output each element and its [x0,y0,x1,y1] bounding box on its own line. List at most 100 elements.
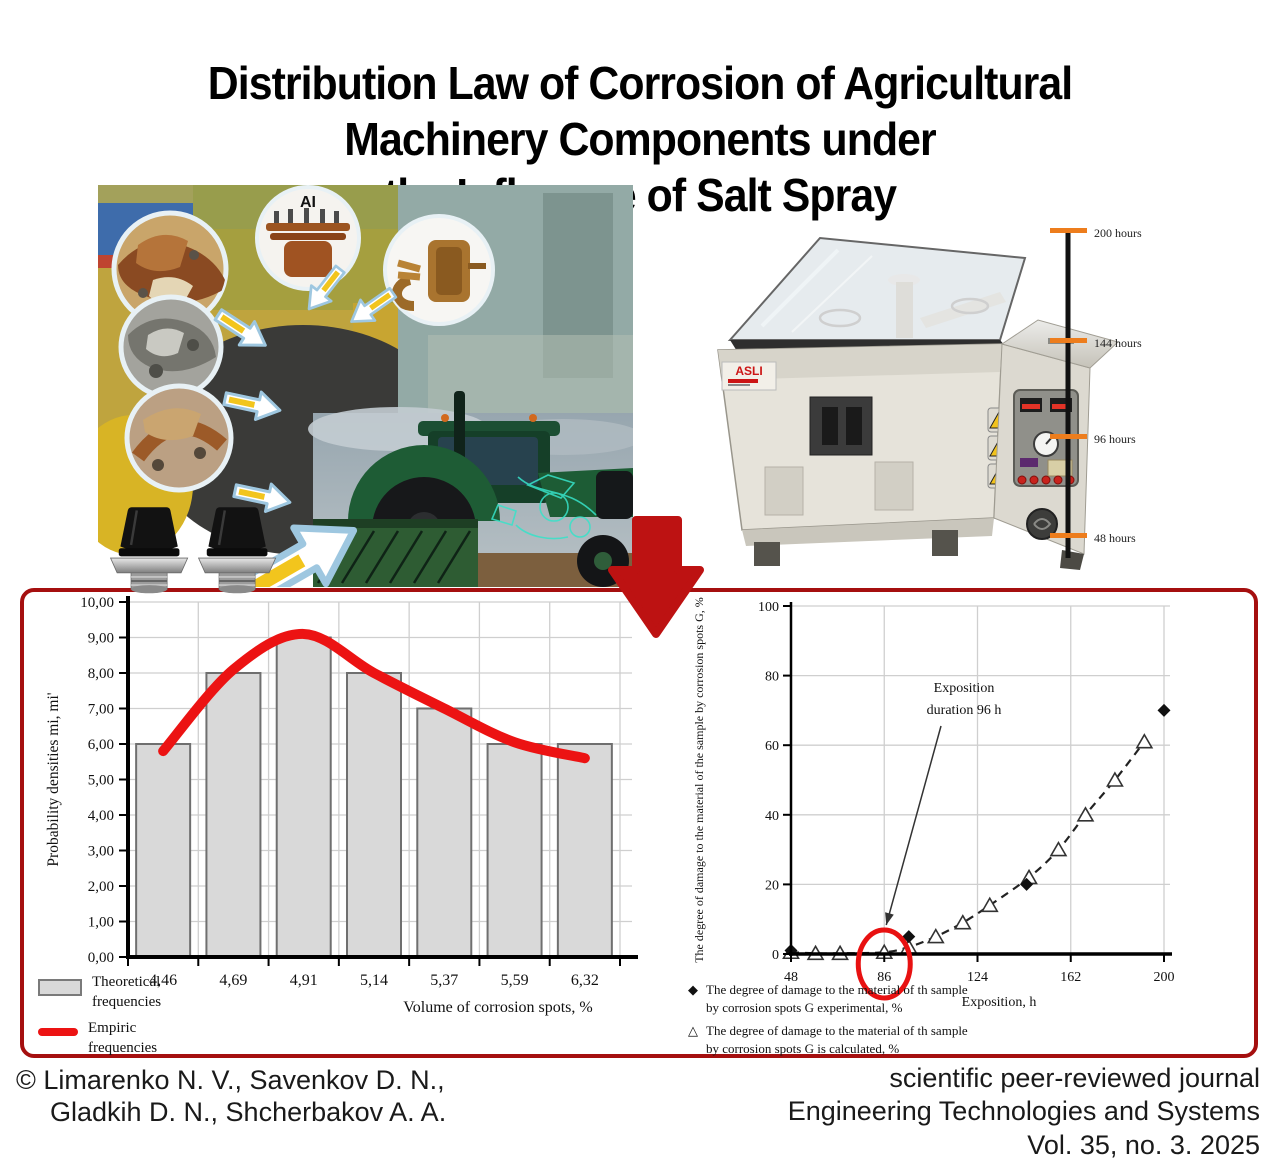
triangle-point [980,896,999,913]
legend-label: The degree of damage to the material of … [706,982,968,1015]
pointer-arrows [213,264,398,587]
authors-line-2: Gladkih D. N., Shcherbakov A. A. [50,1097,447,1128]
x-tick-label: 4,91 [290,972,318,989]
title-line-1: Distribution Law of Corrosion of Agricul… [207,56,1073,109]
machinery-collage: AI [98,185,633,587]
y-tick-label: 40 [765,809,779,824]
scatter-chart-legend: ◆ The degree of damage to the material o… [688,981,988,1063]
y-tick-label: 80 [765,670,779,685]
triangle-point [953,914,972,930]
y-tick-label: 10,00 [80,595,114,611]
corroded-part-circle-3 [124,383,234,493]
bar-5,14 [346,672,402,958]
empiric-frequencies-swatch [38,1028,78,1036]
y-tick-label: 2,00 [88,879,114,895]
salt-spray-chamber-figure: ASLI [717,226,1142,570]
ai-label: AI [300,194,316,211]
y-tick-label: 0,00 [88,950,114,966]
x-tick-label: 5,37 [430,972,458,989]
salt-spray-chamber: ASLI [717,236,1119,570]
journal-info: scientific peer-reviewed journal Enginee… [788,1062,1260,1162]
bar-chart: 0,00 1,00 2,00 3,00 4,00 5,00 6,00 7,00 8,00 9,00… [45,595,638,1016]
exposure-timeline: 200 hours 144 hours 96 hours 48 hours [1050,226,1142,558]
timeline-label-96h: 96 hours [1094,432,1136,446]
calculated-dashed-curve [790,741,1146,955]
diamond-marker-icon: ◆ [688,982,698,997]
diamond-point [1020,877,1034,891]
bar-5,59 [486,743,543,958]
x-tick-label: 4,46 [149,972,177,989]
x-tick-label: 6,32 [571,972,599,989]
timeline-label-200h: 200 hours [1094,226,1142,240]
scatter-chart: 0 20 40 60 80 100 48 86 124 162 200 Exposition, h Th… [692,597,1175,1010]
bar-4,69 [205,672,262,958]
triangle-point [1135,733,1154,749]
x-tick-label: 48 [784,970,798,985]
x-tick-label: 86 [877,970,891,985]
y-tick-label: 0 [772,948,779,963]
page-title: Distribution Law of Corrosion of Agricul… [45,55,1235,223]
journal-line-2: Engineering Technologies and Systems [787,1096,1260,1127]
x-tick-label: 4,69 [219,972,247,989]
corrosion-sensors [109,507,277,594]
legend-item-empiric: Empiric frequencies [36,1019,206,1058]
x-axis-title: Volume of corrosion spots, % [403,999,592,1016]
legend-item-experimental: ◆ The degree of damage to the material o… [688,981,988,1016]
authors-line-1: © Limarenko N. V., Savenkov D. N., [16,1065,445,1095]
annotation-line-1: Exposition [934,681,995,696]
theoretical-frequencies-swatch [38,979,82,996]
y-tick-label: 9,00 [88,631,114,647]
y-tick-label: 8,00 [88,666,114,682]
highlight-ellipse-96h [855,927,913,1001]
x-tick-label: 162 [1060,970,1081,985]
triangle-point [1076,806,1095,822]
triangle-marker-icon: △ [688,1023,698,1039]
y-tick-label: 20 [765,878,779,893]
sensor-1 [109,507,189,594]
journal-line-1: scientific peer-reviewed journal [889,1063,1260,1093]
legend-item-theoretical: Theoretical frequencies [36,973,206,1012]
corroded-part-circle-5 [383,214,495,326]
diamond-point [1157,703,1171,717]
timeline-label-144h: 144 hours [1094,336,1142,350]
y-axis-title: Probability densities mi, mi' [45,692,62,866]
ai-part-circle: AI [255,185,361,291]
bar-4,91 [275,636,332,958]
triangle-point [1106,771,1124,787]
x-tick-label: 124 [967,970,988,985]
legend-label: Theoretical frequencies [92,974,162,1010]
annotation-arrow [885,725,942,926]
y-tick-label: 1,00 [88,915,114,931]
y-tick-label: 6,00 [88,737,114,753]
annotation-line-2: duration 96 h [927,703,1002,718]
legend-label: The degree of damage to the material of … [706,1023,968,1056]
annotation-arrowhead [885,912,894,925]
x-axis-title: Exposition, h [962,995,1037,1010]
legend-item-calculated: △ The degree of damage to the material o… [688,1022,988,1057]
empiric-curve [158,628,590,764]
x-tick-label: 5,59 [501,972,529,989]
corroded-part-circle-1 [111,210,229,328]
y-tick-label: 4,00 [88,808,114,824]
bar-chart-legend: Theoretical frequencies Empiric frequenc… [36,973,206,1065]
sensor-2 [197,507,277,594]
legend-label: Empiric frequencies [88,1020,158,1056]
results-panel: 0,00 1,00 2,00 3,00 4,00 5,00 6,00 7,00 8,00 9,00… [20,588,1258,1058]
tractor-photo [308,391,633,587]
journal-line-3: Vol. 35, no. 3. 2025 [1027,1129,1260,1160]
y-tick-label: 100 [758,600,779,615]
y-tick-label: 3,00 [88,844,114,860]
triangle-point [926,927,945,944]
x-tick-label: 200 [1154,970,1175,985]
timeline-label-48h: 48 hours [1094,531,1136,545]
copyright-authors: © Limarenko N. V., Savenkov D. N., Gladk… [16,1064,446,1129]
y-tick-label: 60 [765,739,779,754]
triangle-point [1049,840,1068,857]
down-arrow-icon [608,516,704,638]
bar-6,32 [556,743,613,958]
bar-5,37 [416,707,473,958]
engineering-wireframe-overlay [490,474,597,540]
corroded-part-circle-2 [118,294,224,400]
x-tick-label: 5,14 [360,972,388,989]
